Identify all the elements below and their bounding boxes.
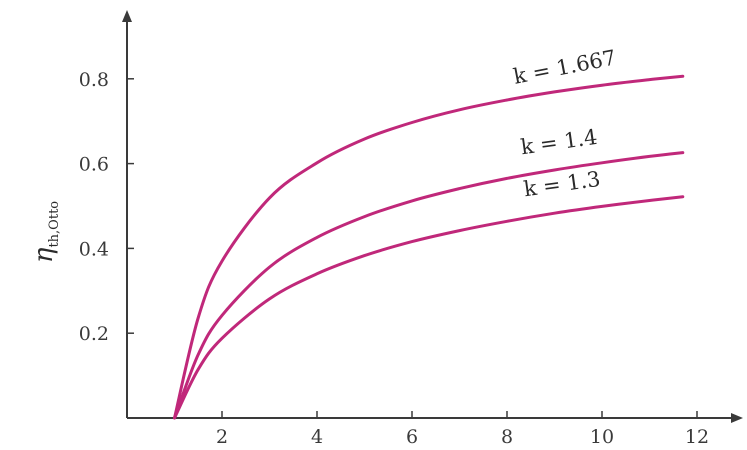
x-ticks: 2 4 6 8 10 12	[216, 411, 709, 448]
y-tick-label: 0.4	[79, 238, 109, 260]
x-tick-label: 8	[501, 426, 513, 448]
series-line-1	[173, 151, 685, 420]
y-axis-label-main: η	[29, 247, 59, 263]
axes	[122, 10, 743, 423]
series-group	[173, 74, 685, 420]
y-axis-arrow	[122, 10, 132, 22]
series-line-2	[173, 195, 685, 420]
x-tick-label: 10	[590, 426, 614, 448]
series-line-0	[173, 74, 685, 420]
y-tick-label: 0.8	[79, 69, 109, 91]
curve-label-k-14: k = 1.4	[519, 125, 599, 159]
curve-label-k-1667: k = 1.667	[511, 45, 617, 88]
x-tick-label: 2	[216, 426, 228, 448]
x-tick-label: 6	[406, 426, 418, 448]
y-tick-label: 0.2	[79, 323, 109, 345]
x-tick-label: 12	[685, 426, 709, 448]
y-tick-label: 0.6	[79, 154, 109, 176]
y-ticks: 0.2 0.4 0.6 0.8	[79, 69, 134, 345]
x-axis-arrow	[731, 413, 743, 423]
y-axis-label-sub: th,Otto	[47, 201, 62, 248]
svg-text:ηth,Otto: ηth,Otto	[29, 201, 62, 263]
y-axis-label: ηth,Otto	[29, 201, 62, 263]
x-tick-label: 4	[311, 426, 323, 448]
